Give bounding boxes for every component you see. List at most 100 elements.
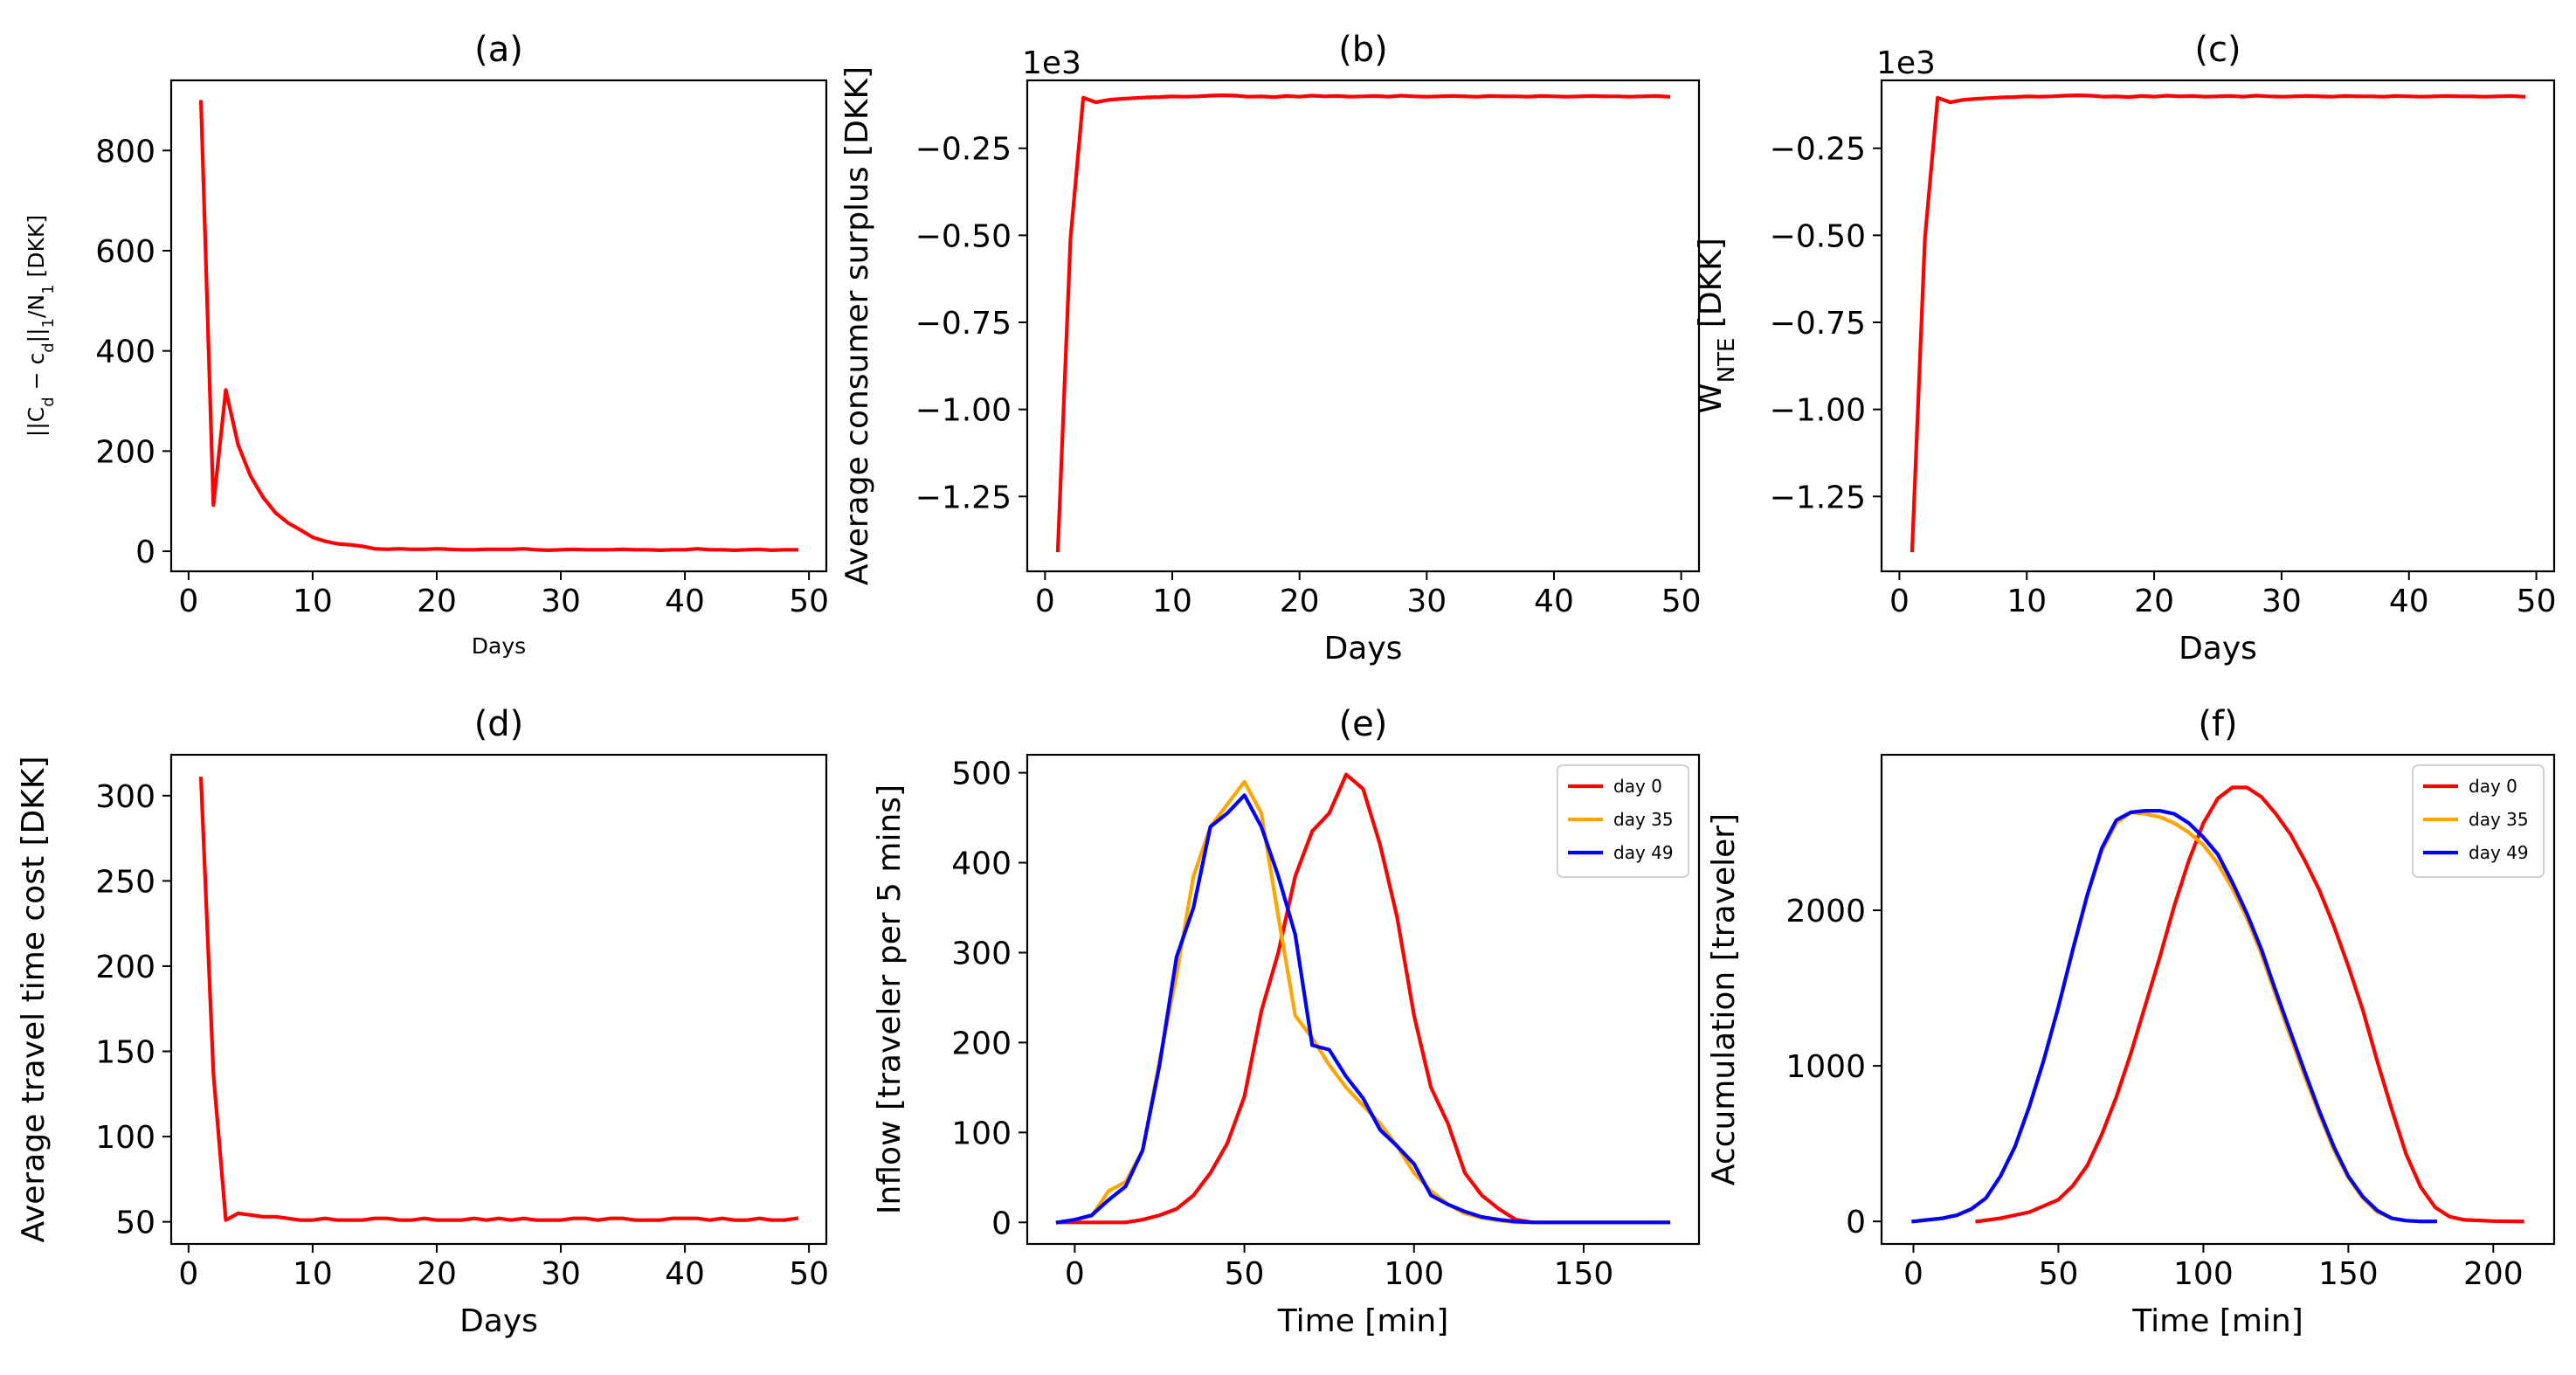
x-tick-label-a: 50 [789,584,829,619]
x-tick-label-a: 40 [665,584,705,619]
y-tick-label-e: 300 [951,936,1012,971]
chart-panel-c: 0 10 20 30 40 50 −1.25 −1.00 −0.75 −0.50 −0.25 (c) 1… [1693,30,2556,667]
y-tick-label-c: −0.50 [1770,218,1866,254]
y-tick-label-d: 50 [115,1206,155,1241]
x-tick-label-b: 30 [1406,584,1447,619]
x-tick-label-f: 200 [2463,1256,2524,1292]
axes-frame-b [1026,79,1701,573]
series-line-f-0 [1975,785,2524,1224]
y-tick-label-c: −0.25 [1770,132,1866,168]
x-tick-label-d: 0 [178,1256,198,1292]
x-tick-label-b: 10 [1152,584,1192,619]
x-tick-label-b: 50 [1661,584,1702,619]
x-tick-label-b: 40 [1534,584,1574,619]
chart-title-b: (b) [1338,30,1388,70]
legend-label-e: day 49 [1613,842,1674,863]
y-tick-label-b: −0.75 [915,306,1012,342]
x-tick-label-a: 0 [178,584,198,619]
chart-title-e: (e) [1339,704,1388,744]
chart-panel-d: 0 10 20 30 40 50 50 100 150 200 250 300 (d) Days Avera… [16,704,829,1339]
y-axis-label-e: Inflow [traveler per 5 mins] [872,784,908,1214]
x-axis-label-f: Time [min] [2131,1303,2303,1339]
y-tick-label-e: 500 [951,757,1012,792]
y-tick-label-e: 400 [951,846,1012,882]
chart-panel-a: 0 10 20 30 40 50 0 200 400 600 800 (a) Days ||Cd − cd… [24,30,829,659]
series-line-f-1 [1911,810,2437,1224]
series-line-a-0 [198,100,799,553]
chart-title-c: (c) [2194,30,2241,70]
y-tick-label-c: −1.25 [1770,480,1866,515]
x-tick-label-b: 20 [1280,584,1320,619]
chart-panel-e: 0 50 100 150 0 100 200 300 400 500 (e) Time [min] In… [872,704,1701,1339]
y-axis-label-c: WNTE [DKK] [1693,238,1740,414]
chart-panel-b: 0 10 20 30 40 50 −1.25 −1.00 −0.75 −0.50 −0.25 (b) 1… [839,30,1702,667]
legend-label-f: day 35 [2469,809,2529,830]
y-tick-label-c: −1.00 [1770,393,1866,429]
x-tick-label-d: 50 [789,1256,829,1292]
x-tick-label-c: 10 [2006,584,2047,619]
offset-label-b: 1e3 [1022,45,1081,81]
y-tick-label-d: 150 [95,1035,155,1071]
y-tick-label-b: −1.00 [915,393,1012,429]
legend-label-f: day 49 [2469,842,2529,863]
series-line-c-0 [1910,93,2526,553]
x-axis-label-b: Days [1324,631,1403,667]
x-tick-label-f: 100 [2173,1256,2234,1292]
x-axis-label-e: Time [min] [1277,1303,1449,1339]
x-tick-label-e: 100 [1384,1256,1444,1292]
y-tick-label-a: 0 [135,535,155,570]
x-axis-label-c: Days [2179,631,2257,667]
x-tick-label-f: 0 [1903,1256,1923,1292]
x-axis-label-d: Days [459,1303,538,1339]
x-tick-label-c: 50 [2517,584,2557,619]
axes-frame-e [1026,753,1701,1246]
x-tick-label-f: 150 [2318,1256,2379,1292]
x-tick-label-d: 20 [417,1256,457,1292]
x-tick-label-d: 10 [293,1256,333,1292]
chart-title-a: (a) [474,30,523,70]
x-tick-label-a: 10 [293,584,333,619]
offset-label-c: 1e3 [1876,45,1936,81]
y-axis-label-f: Accumulation [traveler] [1706,813,1742,1185]
x-tick-label-c: 20 [2134,584,2174,619]
series-line-f-2 [1911,808,2437,1224]
x-tick-label-e: 50 [1225,1256,1265,1292]
y-tick-label-f: 0 [1846,1205,1866,1240]
x-tick-label-e: 0 [1065,1256,1085,1292]
legend-f: day 0 day 35 day 49 [2412,764,2545,878]
x-tick-label-c: 0 [1889,584,1910,619]
y-tick-label-d: 100 [95,1120,155,1156]
y-axis-label-b: Average consumer surplus [DKK] [839,66,875,585]
y-tick-label-e: 100 [951,1116,1012,1151]
y-tick-label-a: 400 [95,335,155,370]
legend-box-e [1557,764,1689,878]
y-tick-label-b: −0.50 [915,218,1012,254]
x-tick-label-a: 30 [541,584,581,619]
series-line-e-2 [1055,793,1671,1225]
x-tick-label-a: 20 [417,584,457,619]
x-tick-label-f: 50 [2039,1256,2079,1292]
y-axis-label-a: ||Cd − cd||1/N1 [DKK] [24,215,58,437]
axes-frame-c [1880,79,2556,573]
y-axis-label-d: Average travel time cost [DKK] [16,756,52,1242]
legend-e: day 0 day 35 day 49 [1557,764,1689,878]
x-tick-label-d: 40 [665,1256,705,1292]
y-tick-label-e: 0 [991,1206,1012,1241]
legend-label-f: day 0 [2469,776,2517,797]
x-tick-label-e: 150 [1554,1256,1614,1292]
axes-frame-d [169,753,828,1246]
y-tick-label-a: 200 [95,434,155,470]
chart-title-d: (d) [474,704,524,744]
y-tick-label-c: −0.75 [1770,306,1866,342]
legend-label-e: day 35 [1613,809,1674,830]
legend-box-f [2412,764,2545,878]
y-tick-label-f: 1000 [1785,1049,1866,1085]
y-tick-label-d: 300 [95,779,155,815]
axes-frame-a [169,79,828,573]
x-tick-label-c: 40 [2389,584,2429,619]
x-tick-label-b: 0 [1035,584,1055,619]
series-line-b-0 [1055,93,1671,553]
y-tick-label-a: 600 [95,234,155,270]
